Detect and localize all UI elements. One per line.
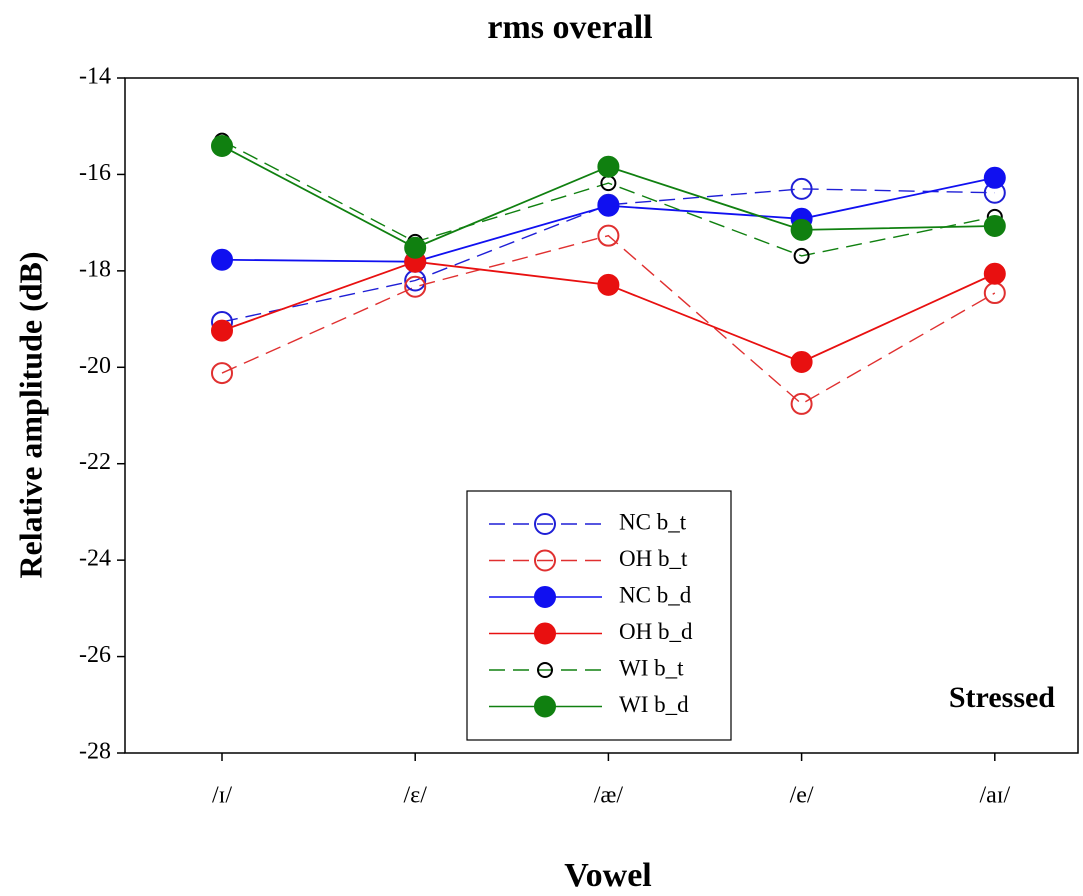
marker — [211, 362, 233, 385]
legend-marker — [534, 586, 556, 608]
x-tick-label: /æ/ — [594, 783, 624, 809]
marker — [597, 224, 620, 247]
series-line — [221, 140, 995, 257]
y-tick-label: -28 — [79, 739, 111, 765]
legend-label: NC b_t — [619, 509, 687, 534]
marker — [793, 247, 810, 264]
legend-marker — [534, 549, 556, 572]
marker — [597, 273, 620, 296]
legend-label: WI b_d — [619, 692, 689, 717]
marker — [790, 350, 813, 373]
series-line — [221, 234, 996, 405]
marker — [983, 215, 1006, 238]
y-tick-label: -18 — [79, 256, 111, 282]
y-tick-label: -24 — [79, 546, 111, 572]
marker — [211, 248, 233, 271]
y-tick-label: -14 — [79, 64, 111, 90]
x-tick-label: /aɪ/ — [979, 783, 1010, 809]
legend-label: NC b_d — [619, 582, 692, 607]
x-tick-label: /e/ — [790, 783, 814, 809]
y-tick-label: -20 — [79, 353, 111, 379]
marker — [790, 177, 813, 200]
y-axis-label: Relative amplitude (dB) — [12, 251, 48, 578]
y-tick-label: -16 — [79, 160, 111, 186]
legend-marker — [537, 662, 553, 678]
marker — [790, 218, 813, 241]
legend-label: WI b_t — [619, 655, 684, 680]
chart-title: rms overall — [487, 9, 652, 46]
marker — [597, 155, 620, 178]
marker — [983, 166, 1006, 189]
marker — [790, 392, 813, 415]
legend-marker — [534, 695, 556, 718]
legend-box — [466, 490, 732, 741]
marker — [404, 236, 427, 259]
marker — [597, 194, 620, 217]
y-tick-label: -22 — [79, 449, 111, 475]
legend-marker — [534, 513, 556, 535]
x-tick-label: /ɪ/ — [212, 783, 232, 809]
x-tick-label: /ɛ/ — [403, 783, 427, 809]
y-tick-label: -26 — [79, 642, 111, 668]
legend-marker — [534, 622, 556, 645]
marker — [211, 134, 233, 157]
marker — [211, 319, 233, 342]
marker — [404, 275, 427, 298]
annotation: Stressed — [949, 681, 1055, 714]
legend-label: OH b_t — [619, 546, 688, 571]
plot-frame — [124, 77, 1079, 754]
x-axis-label: Vowel — [564, 857, 652, 894]
legend-label: OH b_d — [619, 619, 693, 644]
series-line — [221, 188, 995, 323]
marker — [983, 262, 1006, 285]
